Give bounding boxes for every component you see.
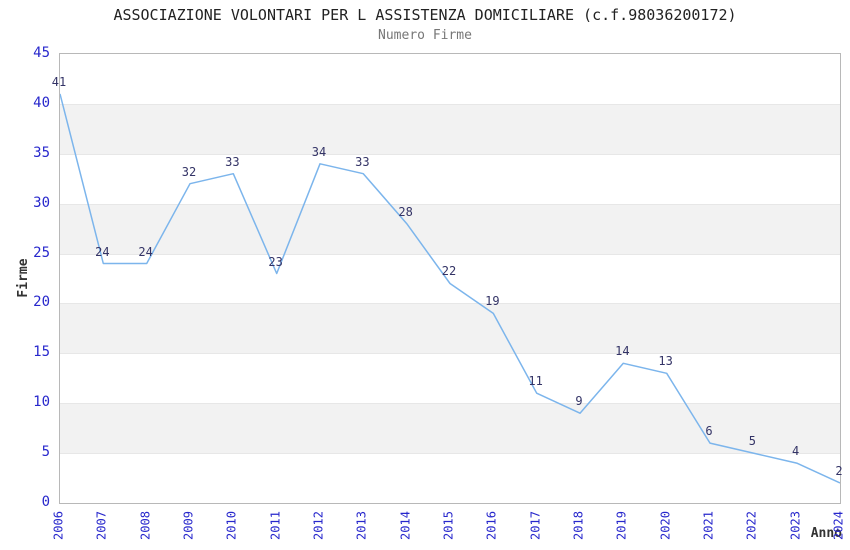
gridline: [60, 254, 840, 255]
plot-band: [60, 303, 840, 354]
x-tick-label: 2022: [744, 511, 759, 540]
x-tick-label: 2019: [614, 511, 629, 540]
x-tick-label: 2014: [398, 511, 413, 540]
y-tick-label: 45: [33, 45, 50, 61]
x-tick-label: 2018: [571, 511, 586, 540]
x-tick-label: 2013: [354, 511, 369, 540]
series-line: [60, 93, 840, 484]
y-tick-label: 10: [33, 394, 50, 411]
chart-title: ASSOCIAZIONE VOLONTARI PER L ASSISTENZA …: [113, 6, 737, 24]
x-tick-label: 2016: [484, 511, 499, 540]
plot-band: [60, 153, 840, 204]
y-tick-label: 30: [33, 194, 50, 211]
y-axis-title: Firme: [16, 258, 31, 298]
y-tick-label: 15: [33, 344, 50, 361]
chart-subtitle: Numero Firme: [378, 28, 472, 43]
x-tick-label: 2007: [94, 511, 109, 540]
plot-band: [60, 103, 840, 154]
plot-band: [60, 403, 840, 454]
y-tick-label: 40: [33, 94, 50, 111]
y-tick-label: 0: [41, 494, 50, 510]
gridline: [60, 303, 840, 304]
x-tick-label: 2021: [701, 511, 716, 540]
y-tick-label: 5: [41, 444, 50, 461]
plot-area: [59, 53, 841, 504]
line-chart-svg: [60, 93, 840, 484]
x-tick-label: 2010: [224, 511, 239, 540]
gridline: [60, 154, 840, 155]
x-axis-title: Anno: [810, 526, 842, 541]
plot-band: [60, 203, 840, 254]
x-tick-label: 2008: [138, 511, 153, 540]
plot-band: [60, 54, 840, 104]
y-tick-label: 35: [33, 144, 50, 161]
plot-band: [60, 353, 840, 404]
gridline: [60, 453, 840, 454]
gridline: [60, 403, 840, 404]
gridline: [60, 204, 840, 205]
x-tick-label: 2017: [528, 511, 543, 540]
x-tick-label: 2012: [311, 511, 326, 540]
x-tick-label: 2006: [51, 511, 66, 540]
gridline: [60, 104, 840, 105]
plot-band: [60, 453, 840, 503]
x-tick-label: 2020: [658, 511, 673, 540]
gridline: [60, 353, 840, 354]
x-tick-label: 2011: [268, 511, 283, 540]
x-tick-label: 2015: [441, 511, 456, 540]
x-tick-label: 2009: [181, 511, 196, 540]
plot-band: [60, 253, 840, 304]
